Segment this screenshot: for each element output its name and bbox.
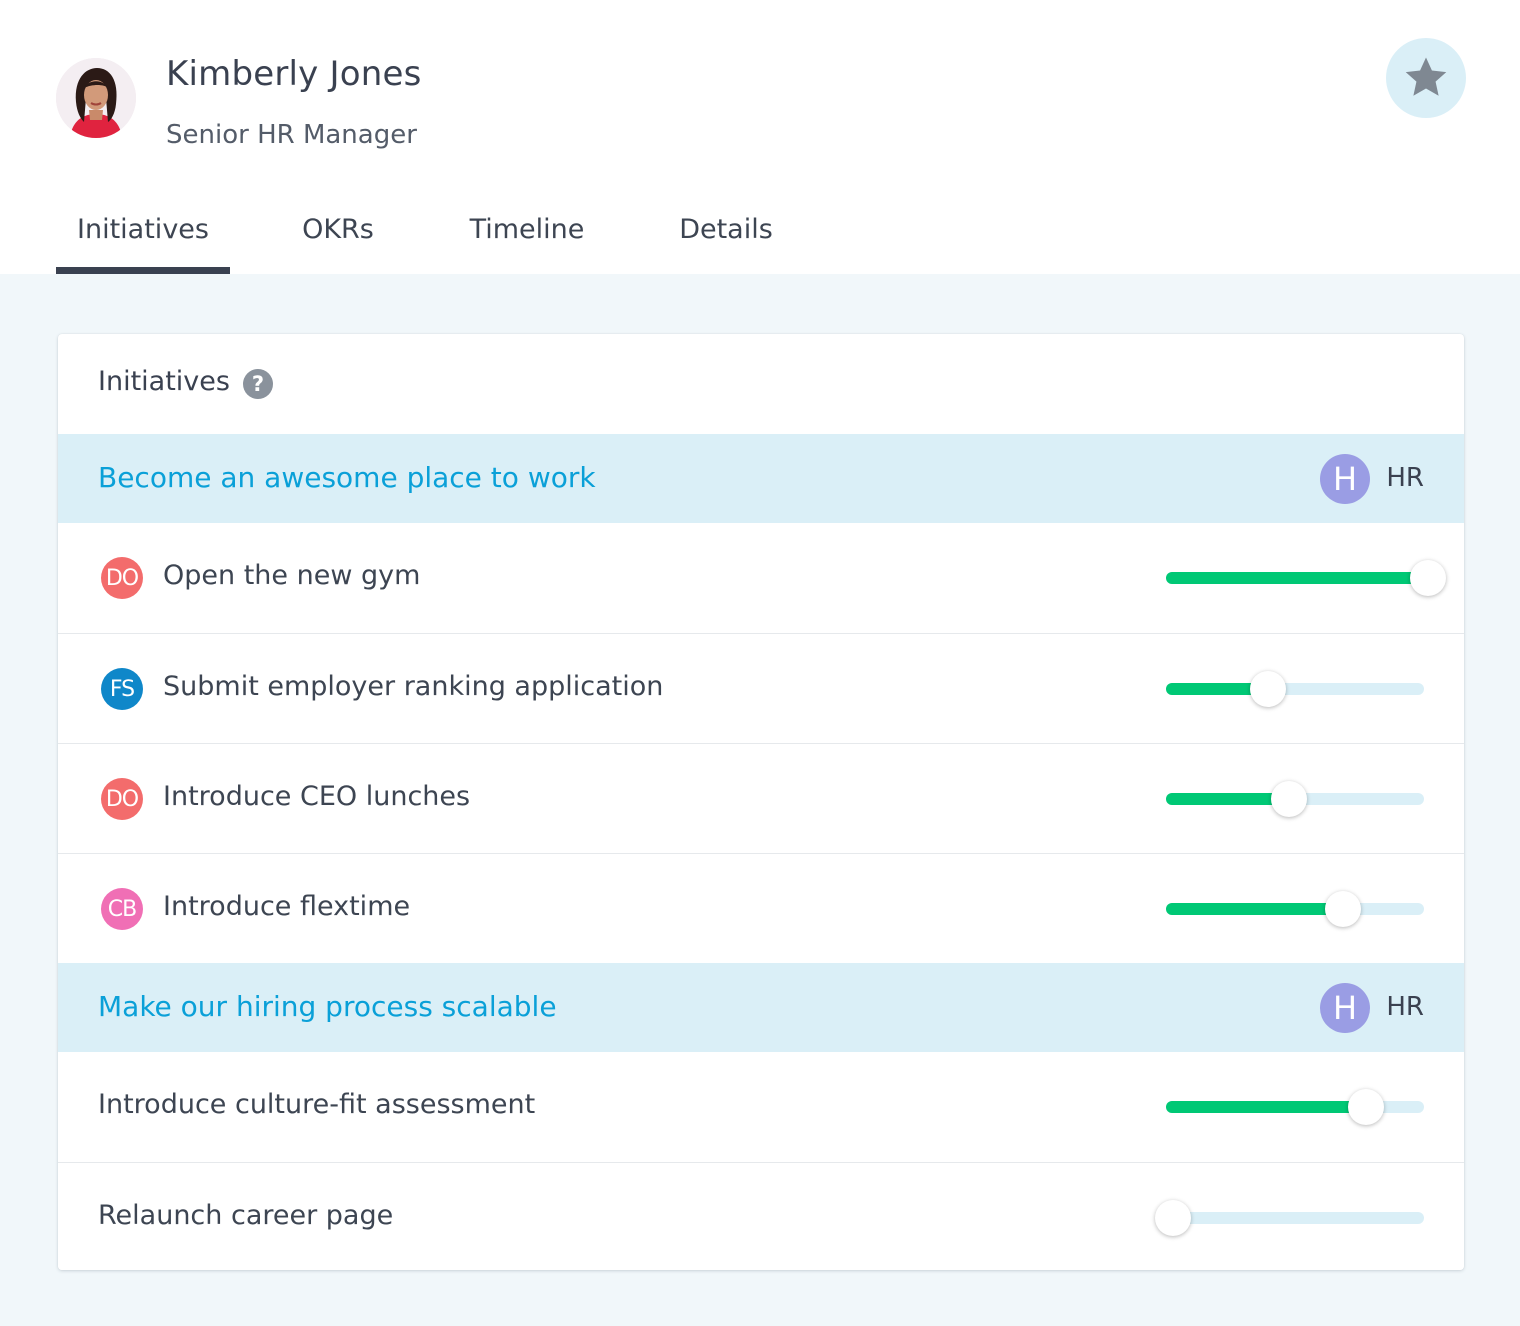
tab-okrs[interactable]: OKRs <box>302 214 374 245</box>
star-icon <box>1405 57 1447 96</box>
initiative-row[interactable]: Relaunch career page <box>58 1162 1464 1270</box>
owner-avatar: FS <box>101 668 143 710</box>
initiative-label: Open the new gym <box>163 560 421 591</box>
team-badge: H <box>1320 983 1370 1033</box>
group-header[interactable]: Become an awesome place to work H HR <box>58 434 1464 523</box>
progress-slider[interactable] <box>1166 781 1424 817</box>
initiative-row[interactable]: DO Open the new gym <box>58 523 1464 633</box>
slider-handle[interactable] <box>1348 1089 1384 1125</box>
slider-handle[interactable] <box>1410 560 1446 596</box>
team-label: HR <box>1386 463 1424 493</box>
card-title: Initiatives <box>98 366 230 397</box>
progress-fill <box>1166 572 1424 584</box>
progress-slider[interactable] <box>1166 671 1424 707</box>
progress-slider[interactable] <box>1166 891 1424 927</box>
owner-avatar: DO <box>101 778 143 820</box>
owner-avatar: CB <box>101 888 143 930</box>
progress-fill <box>1166 1101 1362 1113</box>
card-header: Initiatives ? <box>58 334 1464 434</box>
tab-bar: Initiatives OKRs Timeline Details <box>56 196 844 274</box>
initiatives-card: Initiatives ? Become an awesome place to… <box>58 334 1464 1270</box>
initiative-row[interactable]: DO Introduce CEO lunches <box>58 743 1464 853</box>
owner-avatar: DO <box>101 557 143 599</box>
slider-handle[interactable] <box>1155 1200 1191 1236</box>
team-badge: H <box>1320 454 1370 504</box>
slider-handle[interactable] <box>1271 781 1307 817</box>
progress-fill <box>1166 683 1264 695</box>
initiative-label: Introduce CEO lunches <box>163 781 471 812</box>
favorite-button[interactable] <box>1386 38 1466 118</box>
group-title[interactable]: Make our hiring process scalable <box>98 990 557 1023</box>
slider-handle[interactable] <box>1325 891 1361 927</box>
slider-handle[interactable] <box>1250 671 1286 707</box>
progress-fill <box>1166 903 1339 915</box>
team-label: HR <box>1386 992 1424 1022</box>
initiative-label: Relaunch career page <box>98 1200 394 1231</box>
group-title[interactable]: Become an awesome place to work <box>98 461 596 494</box>
initiative-label: Introduce flextime <box>163 891 411 922</box>
initiative-row[interactable]: CB Introduce flextime <box>58 853 1464 963</box>
tab-initiatives[interactable]: Initiatives <box>56 196 230 274</box>
tab-details[interactable]: Details <box>679 214 773 245</box>
progress-slider[interactable] <box>1155 1200 1424 1236</box>
profile-header: Kimberly Jones Senior HR Manager Initiat… <box>0 0 1520 274</box>
initiative-row[interactable]: FS Submit employer ranking application <box>58 633 1464 743</box>
progress-slider[interactable] <box>1166 560 1446 596</box>
profile-name: Kimberly Jones <box>166 54 422 94</box>
initiative-row[interactable]: Introduce culture-fit assessment <box>58 1052 1464 1162</box>
initiative-label: Submit employer ranking application <box>163 671 664 702</box>
profile-role: Senior HR Manager <box>166 120 417 150</box>
avatar <box>56 58 136 138</box>
avatar-photo-icon <box>56 58 136 138</box>
help-icon[interactable]: ? <box>243 369 273 399</box>
progress-slider[interactable] <box>1166 1089 1424 1125</box>
initiative-label: Introduce culture-fit assessment <box>98 1089 536 1120</box>
group-header[interactable]: Make our hiring process scalable H HR <box>58 963 1464 1052</box>
progress-fill <box>1166 793 1285 805</box>
tab-timeline[interactable]: Timeline <box>469 214 585 245</box>
